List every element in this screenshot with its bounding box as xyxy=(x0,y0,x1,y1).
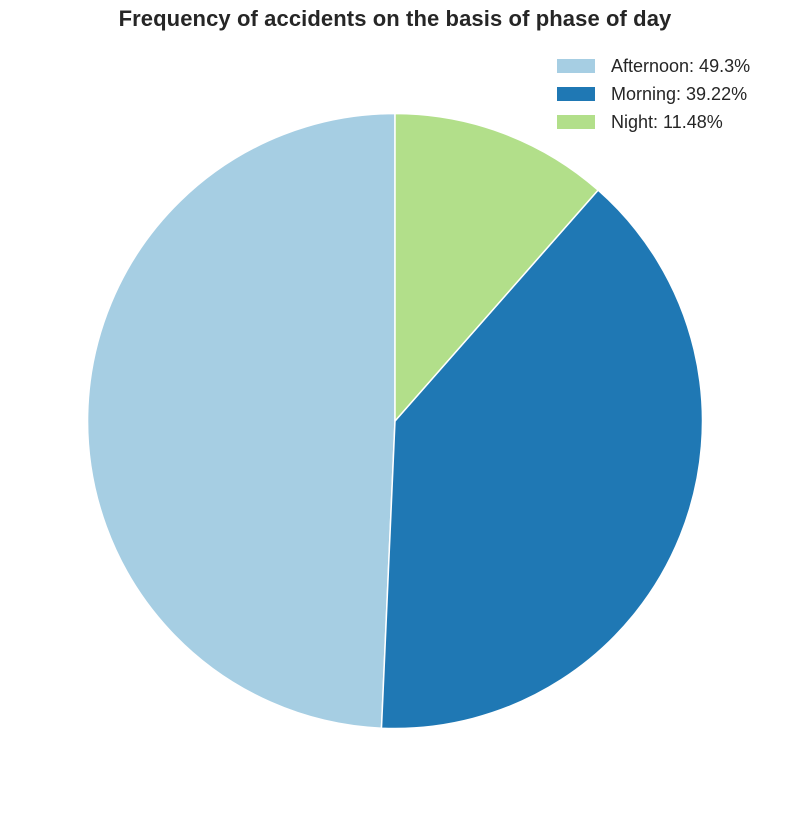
legend-label-afternoon: Afternoon: 49.3% xyxy=(611,55,751,76)
pie-slice-afternoon xyxy=(86,112,396,729)
legend-label-night: Night: 11.48% xyxy=(611,111,723,132)
legend-swatch-afternoon xyxy=(557,59,595,73)
chart-title: Frequency of accidents on the basis of p… xyxy=(118,6,672,31)
legend-item-morning: Morning: 39.22% xyxy=(557,80,750,108)
pie-slice-night xyxy=(394,112,599,422)
legend: Afternoon: 49.3% Morning: 39.22% Night: … xyxy=(557,52,750,136)
legend-swatch-night xyxy=(557,115,595,129)
pie-slice-morning xyxy=(380,189,704,730)
legend-swatch-morning xyxy=(557,87,595,101)
legend-label-morning: Morning: 39.22% xyxy=(611,83,748,104)
legend-item-night: Night: 11.48% xyxy=(557,108,750,136)
legend-item-afternoon: Afternoon: 49.3% xyxy=(557,52,750,80)
